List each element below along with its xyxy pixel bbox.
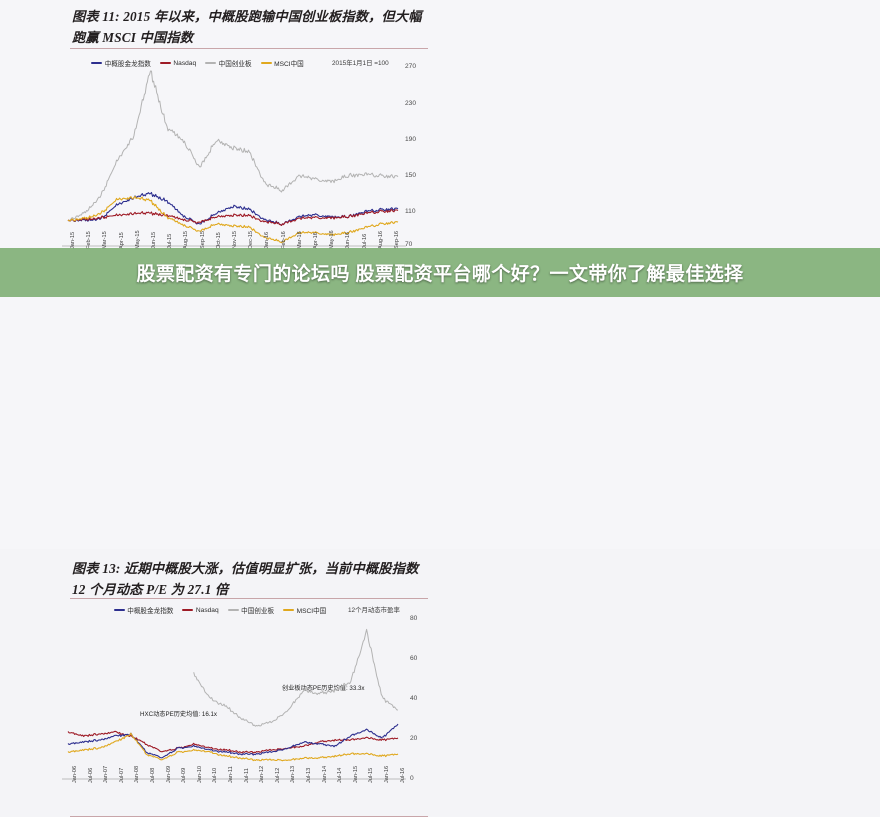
x-tick-label: Jan-08: [134, 765, 141, 783]
x-tick-label: Jul-06: [87, 767, 94, 783]
x-tick-label: Aug-15: [183, 230, 190, 249]
legend-label: MSCI中国: [296, 608, 327, 615]
legend-item-msci: MSCI中国: [260, 58, 304, 68]
x-tick-label: Jan-07: [103, 765, 110, 783]
legend-item-msci: MSCI中国: [283, 605, 326, 615]
y-tick: 70: [405, 241, 413, 248]
line-swatch-icon: [91, 61, 103, 65]
x-tick-label: Jul-08: [150, 767, 156, 783]
figure-11-rule: [70, 48, 428, 49]
figure-12-panel: 图表 12: 过去一周，金龙指数上涨 0.9%，板块也以上涨为主，耐用品板块以 …: [440, 0, 880, 275]
figure-13-plot: [67, 628, 399, 762]
figure-11-xaxis: [62, 245, 406, 247]
line-swatch-icon: [113, 608, 125, 612]
legend-label: 中概股金龙指数: [104, 61, 151, 68]
legend-item-chinext: 中国创业板: [227, 605, 275, 615]
figure-13-title: 图表 13: 近期中概股大涨，估值明显扩张，当前中概股指数 12 个月动态 P/…: [72, 561, 419, 597]
x-tick-label: Jan-09: [165, 765, 172, 783]
x-tick-label: Jan-06: [72, 765, 78, 783]
legend-label: 中国创业板: [218, 61, 252, 68]
legend-label: 中概股金龙指数: [127, 608, 174, 615]
x-tick-label: Mar-15: [102, 231, 109, 249]
y-tick: 60: [410, 655, 418, 662]
x-tick-label: Aug-16: [377, 230, 384, 249]
line-swatch-icon: [159, 61, 171, 65]
figure-11-legend: 中概股金龙指数 Nasdaq 中国创业板 MSCI中国: [90, 58, 305, 68]
x-tick-label: Jul-12: [274, 767, 281, 783]
line-swatch-icon: [227, 608, 239, 612]
figure-11-axis-note: 2015年1月1日 =100: [332, 60, 389, 67]
x-tick-label: Dec-15: [248, 230, 255, 249]
x-tick-label: Apr-15: [118, 232, 125, 249]
x-tick-label: Jul-15: [167, 233, 174, 249]
legend-label: 中国创业板: [241, 608, 275, 615]
line-swatch-icon: [260, 61, 272, 65]
x-tick-label: Jul-16: [399, 767, 406, 783]
x-tick-label: Jul-15: [368, 767, 375, 783]
figure-11-panel: 图表 11: 2015 年以来，中概股跑输中国创业板指数，但大幅跑赢 MSCI …: [0, 0, 440, 275]
line-swatch-icon: [205, 61, 217, 65]
x-tick-label: Jun-15: [151, 231, 157, 249]
x-tick-label: Jul-16: [361, 233, 368, 249]
y-tick: 190: [405, 136, 417, 143]
x-tick-label: Jul-10: [212, 767, 219, 783]
x-tick-label: May-15: [134, 230, 141, 249]
legend-item-nasdaq: Nasdaq: [159, 59, 197, 67]
y-tick: 230: [405, 100, 417, 107]
legend-label: MSCI中国: [274, 61, 304, 68]
figure-13-panel: 图表 13: 近期中概股大涨，估值明显扩张，当前中概股指数 12 个月动态 P/…: [0, 275, 440, 817]
figure-14-panel: 图表 14: 中概股指数静态P/B 为 2.3 倍 中概股金龙指数 HXC Na…: [440, 275, 880, 549]
x-tick-label: Jan-16: [384, 765, 390, 783]
figure-13-legend: 中概股金龙指数 Nasdaq 中国创业板 MSCI中国: [110, 605, 330, 615]
x-tick-label: Jan-11: [228, 766, 234, 783]
legend-item-hxc: 中概股金龙指数: [113, 605, 174, 615]
x-tick-label: Jan-16: [264, 231, 271, 249]
y-tick: 110: [405, 208, 416, 215]
x-tick-label: Sep-15: [199, 230, 206, 249]
y-tick: 80: [410, 615, 418, 622]
x-tick-label: Jul-09: [181, 767, 188, 783]
x-tick-label: Jul-11: [243, 768, 250, 783]
x-tick-label: Jan-15: [70, 231, 76, 249]
figure-13-rule: [70, 598, 428, 599]
y-tick: 40: [410, 695, 418, 702]
y-tick: 270: [405, 63, 417, 70]
x-tick-label: Nov-15: [232, 230, 238, 249]
x-tick-label: Jan-15: [352, 765, 359, 783]
promo-banner-text: 股票配资有专门的论坛吗 股票配资平台哪个好？一文带你了解最佳选择: [136, 264, 744, 285]
x-tick-label: Apr-16: [313, 232, 319, 249]
legend-label: Nasdaq: [195, 606, 219, 614]
x-tick-label: Jan-12: [259, 765, 266, 783]
promo-banner: 股票配资有专门的论坛吗 股票配资平台哪个好？一文带你了解最佳选择: [0, 248, 880, 297]
x-tick-label: Jul-13: [306, 767, 312, 783]
x-tick-label: Jan-10: [196, 765, 203, 783]
x-tick-label: May-16: [329, 230, 336, 249]
x-tick-label: Mar-16: [296, 231, 303, 249]
x-tick-label: Jul-14: [337, 767, 344, 783]
figure-11-plot: [67, 70, 399, 244]
x-tick-label: Jan-13: [290, 765, 297, 783]
y-tick: 150: [405, 172, 417, 179]
line-swatch-icon: [182, 608, 194, 612]
x-tick-label: Feb-16: [280, 231, 287, 249]
x-tick-label: Sep-16: [394, 230, 400, 249]
y-tick: 0: [410, 775, 414, 782]
figure-13-axis-note: 12个月动态市盈率: [348, 607, 400, 614]
y-tick: 20: [410, 735, 418, 742]
x-tick-label: Feb-15: [86, 231, 93, 249]
x-tick-label: Jan-14: [321, 765, 328, 783]
x-tick-label: Jul-07: [118, 767, 125, 783]
x-tick-label: Jun-16: [345, 231, 352, 249]
legend-item-nasdaq: Nasdaq: [182, 606, 219, 614]
x-tick-label: Oct-15: [215, 232, 222, 249]
legend-label: Nasdaq: [173, 59, 197, 67]
legend-item-hxc: 中概股金龙指数: [91, 58, 151, 68]
line-swatch-icon: [283, 608, 295, 612]
figure-11-title: 图表 11: 2015 年以来，中概股跑输中国创业板指数，但大幅跑赢 MSCI …: [72, 9, 422, 45]
legend-item-chinext: 中国创业板: [205, 58, 252, 68]
